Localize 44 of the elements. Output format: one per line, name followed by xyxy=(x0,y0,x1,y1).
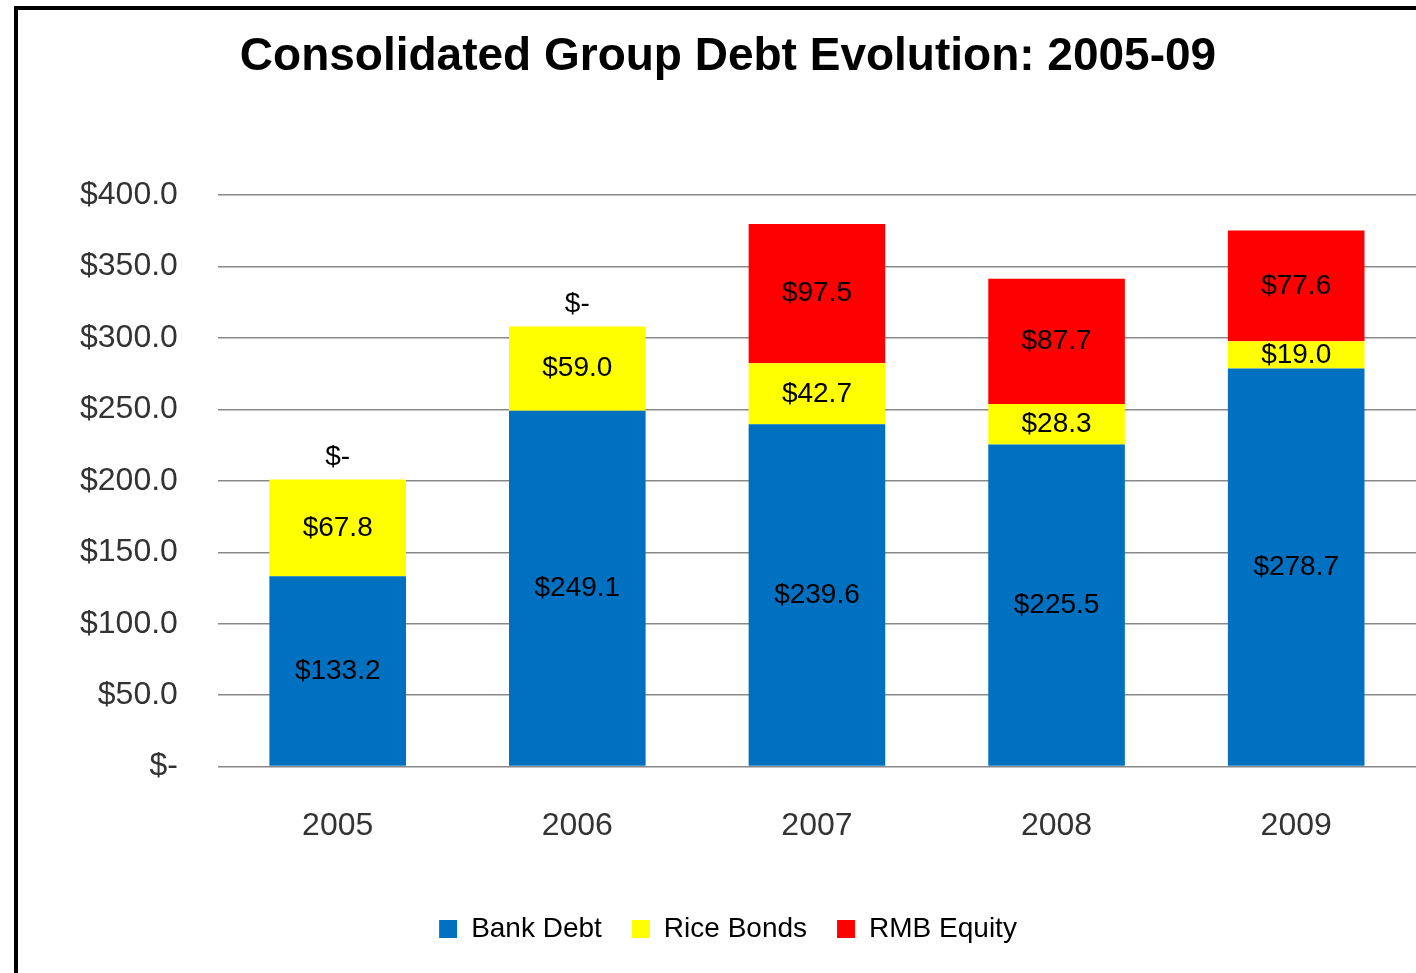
data-label: $42.7 xyxy=(781,376,852,408)
bar xyxy=(1227,368,1365,766)
y-tick-label: $150.0 xyxy=(80,532,178,569)
y-tick-label: $250.0 xyxy=(80,389,178,426)
data-label: $- xyxy=(325,440,351,472)
y-tick-label: $- xyxy=(149,746,178,783)
legend-label: Bank Debt xyxy=(471,911,603,943)
data-label: $133.2 xyxy=(294,653,381,685)
data-label: $67.8 xyxy=(302,510,373,542)
bar xyxy=(748,224,886,364)
legend-label: Rice Bonds xyxy=(663,911,808,943)
data-label: $19.0 xyxy=(1261,337,1332,369)
data-label: $87.7 xyxy=(1021,324,1092,356)
data-label: $239.6 xyxy=(774,577,860,609)
bar xyxy=(748,363,886,425)
y-tick-label: $300.0 xyxy=(80,317,178,354)
y-tick-label: $350.0 xyxy=(80,246,178,283)
data-label: $278.7 xyxy=(1253,549,1340,581)
bar xyxy=(1227,230,1365,342)
data-label: $59.0 xyxy=(542,351,613,383)
x-tick-label: 2006 xyxy=(541,805,613,842)
bar xyxy=(748,424,886,766)
y-tick-label: $400.0 xyxy=(80,175,178,212)
y-tick-label: $100.0 xyxy=(80,603,178,640)
bar xyxy=(269,576,406,766)
bar xyxy=(988,444,1125,766)
legend-label: RMB Equity xyxy=(869,911,1017,943)
x-tick-label: 2009 xyxy=(1260,805,1332,842)
data-label: $77.6 xyxy=(1261,268,1332,300)
x-tick-label: 2008 xyxy=(1020,805,1093,842)
data-label: $97.5 xyxy=(781,276,852,308)
data-label: $- xyxy=(564,287,590,319)
bar xyxy=(988,278,1125,405)
bar xyxy=(509,326,646,411)
y-tick-label: $200.0 xyxy=(80,460,178,497)
x-tick-label: 2007 xyxy=(781,805,853,842)
x-tick-label: 2005 xyxy=(302,805,374,842)
data-label: $28.3 xyxy=(1021,406,1092,438)
data-label: $249.1 xyxy=(534,571,621,603)
bar xyxy=(269,479,406,577)
bar xyxy=(509,410,646,766)
y-tick-label: $50.0 xyxy=(97,675,178,711)
data-label: $225.5 xyxy=(1013,587,1100,619)
chart-title: Consolidated Group Debt Evolution: 2005-09 xyxy=(239,28,1217,81)
